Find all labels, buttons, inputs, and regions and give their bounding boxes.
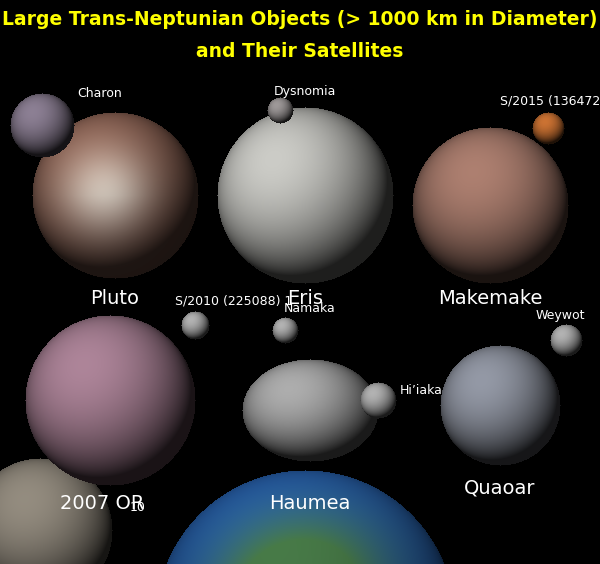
Text: S/2015 (136472) 1: S/2015 (136472) 1 (500, 95, 600, 108)
Text: Makemake: Makemake (438, 289, 542, 308)
Text: 2007 OR: 2007 OR (60, 494, 144, 513)
Text: Dysnomia: Dysnomia (274, 85, 336, 98)
Text: Pluto: Pluto (91, 289, 139, 308)
Text: Quaoar: Quaoar (464, 479, 536, 498)
Text: 10: 10 (130, 501, 146, 514)
Text: Large Trans-Neptunian Objects (> 1000 km in Diameter): Large Trans-Neptunian Objects (> 1000 km… (2, 10, 598, 29)
Text: Charon: Charon (77, 87, 122, 100)
Text: Hi’iaka: Hi’iaka (400, 384, 443, 396)
Text: Weywot: Weywot (535, 309, 585, 322)
Text: and Their Satellites: and Their Satellites (196, 42, 404, 61)
Text: Haumea: Haumea (269, 494, 350, 513)
Text: Eris: Eris (287, 289, 323, 308)
Text: Namaka: Namaka (284, 302, 336, 315)
Text: S/2010 (225088) 1: S/2010 (225088) 1 (175, 295, 292, 308)
